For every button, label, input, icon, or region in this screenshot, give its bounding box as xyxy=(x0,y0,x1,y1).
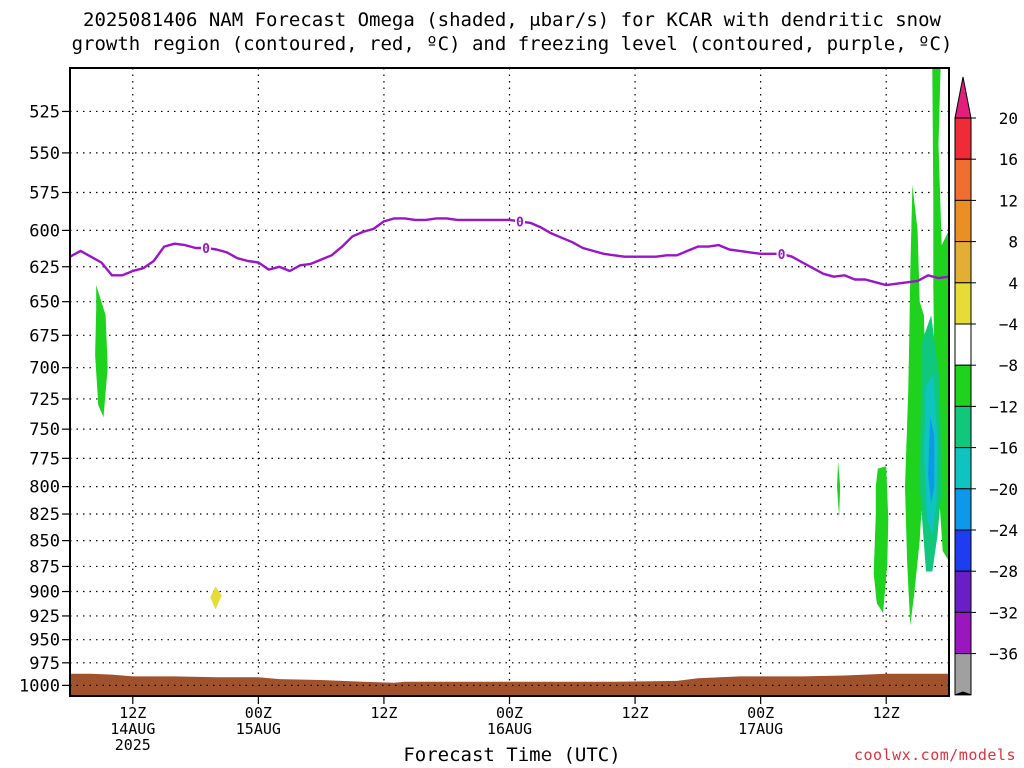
contour-label: 0 xyxy=(202,242,210,257)
x-tick-label: 00Z xyxy=(496,704,523,722)
y-tick-label: 825 xyxy=(29,505,60,525)
colorbar-bin xyxy=(954,364,972,407)
colorbar-label: 16 xyxy=(999,150,1018,169)
colorbar-label: −32 xyxy=(989,603,1018,622)
y-tick-label: 925 xyxy=(29,607,60,627)
gridlines xyxy=(70,68,949,696)
colorbar-bin xyxy=(954,282,972,325)
omega-region xyxy=(928,417,935,504)
x-tick-label: 2025 xyxy=(115,736,151,754)
contour-label: 0 xyxy=(516,215,524,230)
colorbar-label: −24 xyxy=(989,521,1018,540)
colorbar-label: 12 xyxy=(999,191,1018,210)
y-tick-label: 850 xyxy=(29,532,60,552)
y-tick-label: 950 xyxy=(29,631,60,651)
y-tick-label: 725 xyxy=(29,390,60,410)
y-tick-label: 875 xyxy=(29,557,60,577)
y-tick-label: 1000 xyxy=(19,676,60,696)
freezing-level-contour: 0 0 0 xyxy=(70,214,949,287)
colorbar-bin xyxy=(954,241,972,284)
x-tick-label: 12Z xyxy=(370,704,397,722)
colorbar-bin xyxy=(954,405,972,449)
omega-region xyxy=(95,285,108,418)
x-tick-label: 00Z xyxy=(747,704,774,722)
colorbar-bin xyxy=(954,653,972,696)
colorbar-label: −8 xyxy=(999,356,1018,375)
x-tick-label: 00Z xyxy=(245,704,272,722)
x-tick-label: 15AUG xyxy=(236,720,281,738)
y-tick-label: 700 xyxy=(29,359,60,379)
colorbar-bin xyxy=(954,447,972,490)
omega-region xyxy=(905,184,926,626)
colorbar-label: −28 xyxy=(989,562,1018,581)
omega-region xyxy=(932,68,949,562)
y-tick-label: 650 xyxy=(29,293,60,313)
colorbar-top-arrow xyxy=(954,76,972,119)
x-tick-label: 16AUG xyxy=(487,720,532,738)
y-tick-label: 575 xyxy=(29,183,60,203)
contour-label-bg xyxy=(776,246,787,261)
colorbar-label: 20 xyxy=(999,109,1018,128)
colorbar-label: −36 xyxy=(989,645,1018,664)
colorbar-label: −12 xyxy=(989,397,1018,416)
contour-label: 0 xyxy=(778,248,786,263)
y-tick-label: 675 xyxy=(29,326,60,346)
omega-region xyxy=(873,466,889,613)
colorbar: 20 16 12 8 4 −4 −8 −12 −16 −20 −24 −28 −32 −36 xyxy=(954,76,1018,696)
y-tick-label: 900 xyxy=(29,583,60,603)
x-tick-label: 14AUG xyxy=(110,720,155,738)
colorbar-bin xyxy=(954,611,972,655)
colorbar-label: −16 xyxy=(989,439,1018,458)
colorbar-bin xyxy=(954,117,972,160)
y-tick-label: 525 xyxy=(29,102,60,122)
x-tick-label: 12Z xyxy=(119,704,146,722)
colorbar-bin xyxy=(954,158,972,201)
colorbar-bin xyxy=(954,529,972,572)
x-axis-title: Forecast Time (UTC) xyxy=(403,744,621,766)
freezing-level-line xyxy=(70,217,949,287)
colorbar-label: 8 xyxy=(1008,233,1018,252)
colorbar-bin xyxy=(954,570,972,613)
x-tick-label: 17AUG xyxy=(738,720,783,738)
contour-label-bg xyxy=(514,214,525,229)
contour-label-bg xyxy=(201,241,212,256)
colorbar-bin xyxy=(954,199,972,243)
site-credit: coolwx.com/models xyxy=(853,746,1016,764)
y-axis: 525 550 575 600 625 650 675 700 725 750 775 800 825 8… xyxy=(19,102,70,696)
y-tick-label: 625 xyxy=(29,258,60,278)
omega-region xyxy=(210,586,222,610)
y-tick-label: 975 xyxy=(29,654,60,674)
colorbar-bin xyxy=(954,323,972,366)
y-tick-label: 750 xyxy=(29,420,60,440)
omega-region xyxy=(837,461,841,518)
colorbar-label: −20 xyxy=(989,480,1018,499)
y-tick-label: 550 xyxy=(29,144,60,164)
y-tick-label: 800 xyxy=(29,478,60,498)
y-tick-label: 600 xyxy=(29,221,60,241)
chart-title-line1: 2025081406 NAM Forecast Omega (shaded, μ… xyxy=(83,9,941,31)
x-tick-label: 12Z xyxy=(873,704,900,722)
colorbar-label: 4 xyxy=(1008,274,1018,293)
x-tick-label: 12Z xyxy=(622,704,649,722)
colorbar-bottom-arrow xyxy=(954,691,972,696)
terrain-fill xyxy=(70,673,949,696)
chart-title-line2: growth region (contoured, red, ºC) and f… xyxy=(71,33,953,55)
colorbar-label: −4 xyxy=(999,315,1018,334)
omega-shading xyxy=(95,68,949,626)
y-tick-label: 775 xyxy=(29,449,60,469)
colorbar-bin xyxy=(954,488,972,531)
